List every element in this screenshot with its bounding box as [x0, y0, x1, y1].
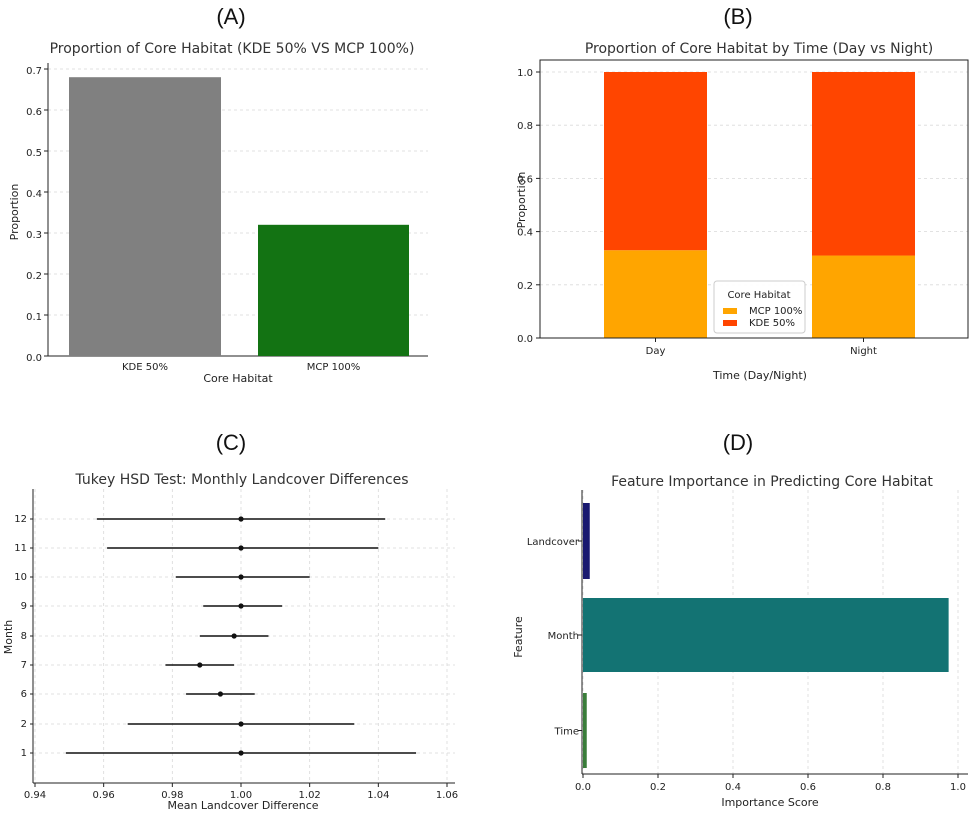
panel-label-a: (A)	[216, 4, 246, 29]
chart-b-ytick-label: 0.6	[517, 174, 533, 185]
chart-c-ylabel: Month	[2, 620, 15, 655]
chart-b-bar-day-kde	[604, 72, 707, 251]
chart-b-legend-label-mcp: MCP 100%	[749, 306, 802, 317]
chart-b-xtick-label: Day	[646, 346, 666, 357]
chart-c-xtick-label: 0.94	[24, 790, 46, 801]
chart-b-title: Proportion of Core Habitat by Time (Day …	[585, 41, 933, 57]
chart-c-ytick-label: 7	[21, 660, 27, 671]
chart-b-ytick-label: 0.0	[517, 334, 533, 345]
chart-d-xlabel: Importance Score	[721, 796, 819, 809]
chart-d-xtick-label: 0.8	[875, 782, 891, 793]
chart-d-bar-time	[583, 693, 587, 768]
chart-c-mean-point-month-2	[238, 721, 244, 727]
chart-c-mean-point-month-11	[238, 545, 244, 551]
chart-a-ylabel: Proportion	[8, 184, 21, 241]
chart-b-bar-night-kde	[812, 72, 915, 256]
chart-d-xtick-label: 0.6	[800, 782, 816, 793]
chart-d-xtick-label: 0.0	[575, 782, 591, 793]
chart-a-ytick-label: 0.2	[26, 271, 42, 282]
chart-b-legend-swatch-mcp	[723, 308, 737, 314]
chart-a-ytick-label: 0.1	[26, 312, 42, 323]
chart-a-ytick-label: 0.7	[26, 66, 42, 77]
chart-c-xtick-label: 1.04	[367, 790, 389, 801]
chart-d-xtick-label: 0.4	[725, 782, 741, 793]
chart-c-xtick-label: 1.02	[299, 790, 321, 801]
chart-b-frame	[539, 59, 969, 339]
chart-d-title: Feature Importance in Predicting Core Ha…	[611, 474, 933, 490]
chart-b-bar-day-mcp	[604, 250, 707, 338]
chart-c-title: Tukey HSD Test: Monthly Landcover Differ…	[74, 472, 408, 488]
chart-a-ytick-label: 0.5	[26, 148, 42, 159]
chart-c-mean-point-month-6	[217, 691, 223, 697]
chart-b-ytick-label: 0.2	[517, 281, 533, 292]
chart-a-ytick-label: 0.3	[26, 230, 42, 241]
chart-d-ytick-label: Month	[548, 631, 579, 642]
chart-c-xtick-label: 0.98	[161, 790, 183, 801]
chart-c-xlabel: Mean Landcover Difference	[167, 799, 318, 812]
chart-c-xtick-label: 1.00	[230, 790, 252, 801]
chart-d-xtick-label: 0.2	[650, 782, 666, 793]
chart-a-ytick-label: 0.0	[26, 353, 42, 364]
chart-b-ytick-label: 1.0	[517, 68, 533, 79]
chart-d-xtick-label: 1.0	[950, 782, 966, 793]
chart-a-xlabel: Core Habitat	[203, 372, 273, 385]
chart-b-legend-swatch-kde	[723, 320, 737, 326]
chart-a-xtick-label: KDE 50%	[122, 362, 168, 373]
panel-label-d: (D)	[722, 430, 754, 455]
chart-a-xtick-label: MCP 100%	[307, 362, 360, 373]
chart-c-ytick-label: 1	[21, 748, 27, 759]
chart-c-mean-point-month-8	[231, 633, 237, 639]
panel-label-c: (C)	[215, 430, 247, 455]
chart-c-ytick-label: 11	[14, 543, 27, 554]
chart-c-xtick-label: 0.96	[93, 790, 115, 801]
chart-b-xtick-label: Night	[850, 346, 877, 357]
chart-c-ytick-label: 6	[21, 689, 27, 700]
chart-c-ytick-label: 8	[21, 631, 27, 642]
chart-c-mean-point-month-12	[238, 516, 244, 522]
chart-a-bar-kde	[69, 77, 221, 356]
chart-b-legend-title: Core Habitat	[727, 290, 790, 301]
chart-d-bar-landcover	[583, 503, 590, 579]
chart-c-mean-point-month-1	[238, 750, 244, 756]
chart-c-mean-point-month-10	[238, 574, 244, 580]
chart-c-mean-point-month-7	[197, 662, 203, 668]
chart-c-mean-point-month-9	[238, 603, 244, 609]
chart-c-ytick-label: 2	[21, 719, 27, 730]
chart-a-bar-mcp	[258, 224, 409, 356]
chart-b-ytick-label: 0.8	[517, 121, 533, 132]
chart-c-ytick-label: 9	[21, 601, 27, 612]
chart-b-ytick-label: 0.4	[517, 228, 533, 239]
chart-b-xlabel: Time (Day/Night)	[712, 369, 807, 382]
chart-d-ytick-label: Landcover	[527, 537, 580, 548]
panel-label-b: (B)	[723, 4, 753, 29]
chart-a-title: Proportion of Core Habitat (KDE 50% VS M…	[50, 41, 415, 57]
chart-d-ytick-label: Time	[554, 727, 579, 738]
chart-c-ytick-label: 10	[14, 572, 27, 583]
chart-b-bar-night-mcp	[812, 255, 915, 338]
chart-b-legend-label-kde: KDE 50%	[749, 318, 795, 329]
chart-d-bar-month	[583, 598, 949, 672]
chart-b-ylabel: Proportion	[515, 172, 528, 229]
chart-d-ylabel: Feature	[512, 616, 525, 658]
chart-a-ytick-label: 0.4	[26, 189, 42, 200]
chart-c-xtick-label: 1.06	[436, 790, 458, 801]
chart-c-ytick-label: 12	[14, 514, 27, 525]
chart-a-ytick-label: 0.6	[26, 107, 42, 118]
